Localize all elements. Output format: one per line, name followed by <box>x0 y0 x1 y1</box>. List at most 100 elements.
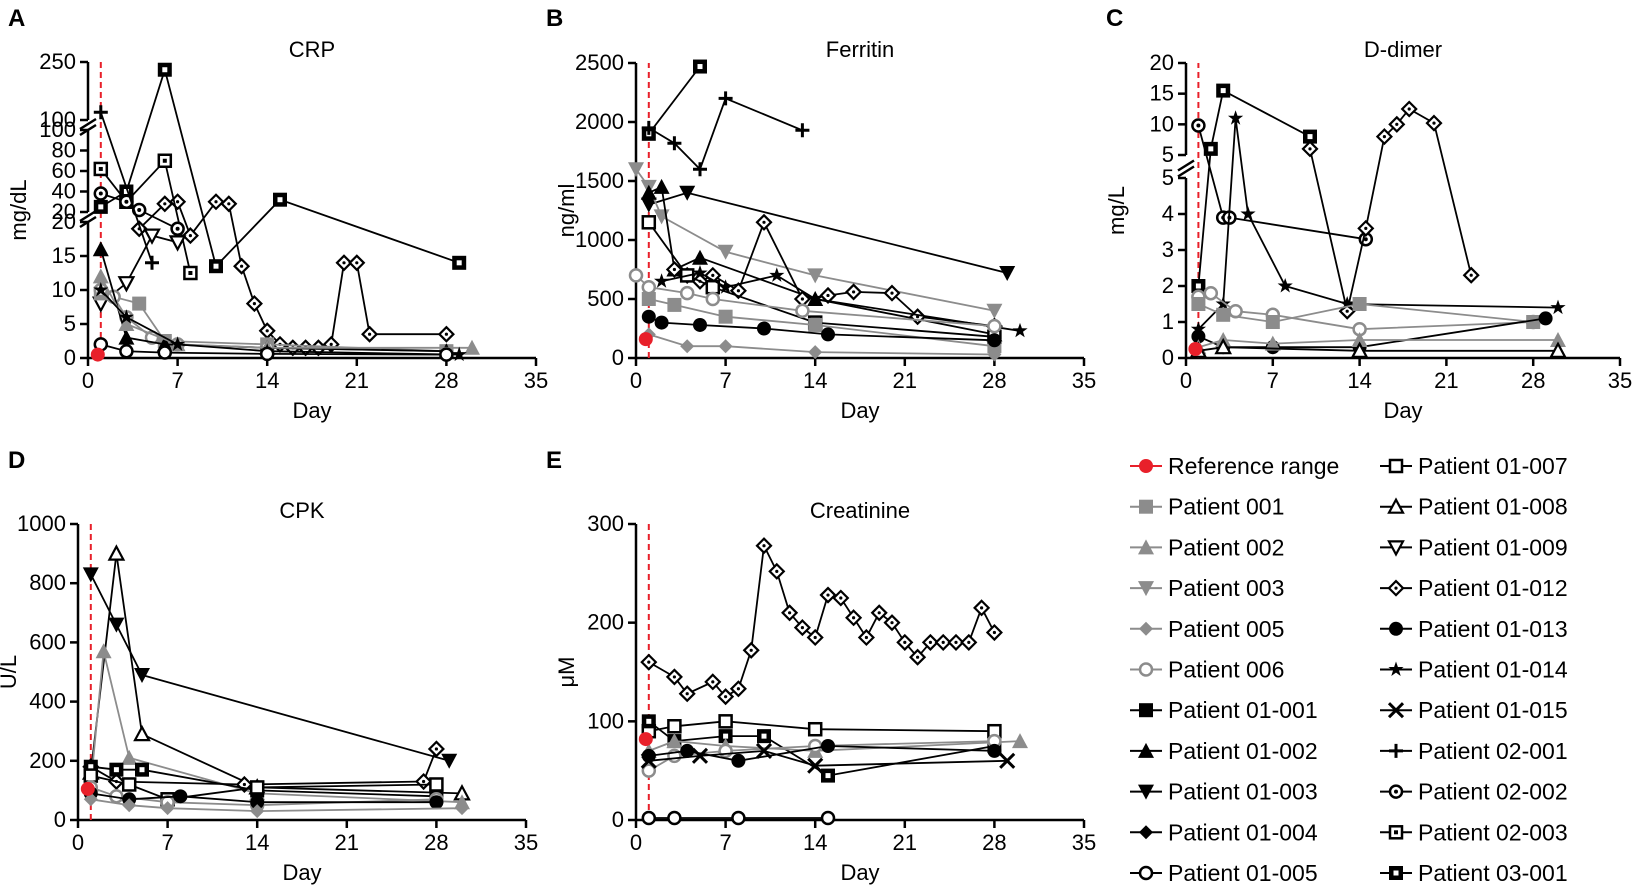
data-point <box>1345 309 1349 313</box>
series-patient-01-005 <box>641 810 836 826</box>
series-patient-001 <box>1191 297 1541 329</box>
data-point <box>93 282 109 297</box>
data-point <box>800 297 805 301</box>
data-point <box>992 630 997 635</box>
data-point <box>795 303 810 319</box>
data-point <box>1012 733 1028 749</box>
x-tick-label: 0 <box>72 830 84 855</box>
panel-letter: D <box>8 447 25 474</box>
data-point <box>641 810 657 826</box>
data-point <box>821 739 835 753</box>
legend-marker <box>1389 743 1403 758</box>
legend-label: Patient 02-001 <box>1418 738 1568 764</box>
data-point <box>175 226 180 231</box>
data-point <box>718 279 734 294</box>
x-tick-label: 28 <box>434 368 458 393</box>
data-point <box>95 643 112 659</box>
y-tick-label: 20 <box>1150 50 1174 75</box>
legend-entry: Patient 001 <box>1130 494 1284 520</box>
data-point <box>693 317 707 332</box>
y-tick-label: 100 <box>39 117 76 142</box>
data-point <box>1214 337 1233 355</box>
data-point <box>429 795 444 810</box>
data-point <box>173 789 188 804</box>
data-point <box>132 296 147 311</box>
series-patient-01-014 <box>1190 110 1566 336</box>
data-point <box>227 202 231 206</box>
legend-marker <box>1138 742 1154 758</box>
data-point <box>277 197 283 203</box>
data-point <box>134 667 150 683</box>
data-point <box>168 235 187 252</box>
legend-marker <box>1387 702 1405 719</box>
legend-entry: Patient 01-014 <box>1380 657 1568 683</box>
y-tick-label: 0 <box>54 807 66 832</box>
legend-label: Patient 01-014 <box>1418 657 1568 683</box>
data-point <box>240 264 244 268</box>
y-tick-label: 0 <box>612 345 624 370</box>
data-point <box>647 660 651 664</box>
y-tick-label: 2000 <box>575 109 624 134</box>
reference-point <box>1188 342 1203 356</box>
data-point <box>214 200 218 204</box>
data-point <box>641 763 657 778</box>
panel-d: D CPK Day U/L 0 7 14 21 28 35 0 200 400 600 800 1000 <box>0 447 538 885</box>
y-tick-label: 600 <box>29 629 66 654</box>
data-point <box>441 753 458 769</box>
x-tick-label: 35 <box>1072 368 1096 393</box>
data-point <box>628 268 644 283</box>
legend-marker <box>1139 459 1153 473</box>
legend-entry: Reference range <box>1130 453 1339 479</box>
panel-letter: A <box>8 5 25 32</box>
y-tick-label: 4 <box>1162 201 1174 226</box>
legend-entry: Patient 01-008 <box>1380 494 1568 520</box>
y-tick-label: 10 <box>1150 111 1174 136</box>
data-point <box>170 336 186 351</box>
data-point <box>986 303 1003 319</box>
legend-label: Patient 02-002 <box>1418 779 1568 805</box>
series-patient-01-007 <box>641 714 1002 739</box>
series-line <box>1197 118 1559 330</box>
legend-entry: Patient 01-004 <box>1130 819 1318 845</box>
y-axis-label: ng/ml <box>554 184 579 238</box>
reference-point <box>638 732 653 747</box>
data-point <box>640 197 657 213</box>
data-point <box>1407 107 1411 111</box>
chart-title: Ferritin <box>826 37 894 62</box>
data-point <box>162 158 167 163</box>
data-point <box>820 810 836 826</box>
legend-label: Patient 01-001 <box>1168 697 1318 723</box>
legend-label: Patient 005 <box>1168 616 1284 642</box>
legend-entry: Patient 006 <box>1130 657 1284 683</box>
data-point <box>1191 329 1206 344</box>
data-point <box>1196 123 1201 128</box>
data-point <box>1538 311 1553 326</box>
data-point <box>162 67 168 73</box>
legend-entry: Patient 005 <box>1130 616 1284 642</box>
data-point <box>987 347 1002 362</box>
x-tick-label: 28 <box>982 830 1006 855</box>
data-point <box>1012 322 1028 338</box>
data-point <box>249 780 265 795</box>
y-tick-label: 100 <box>587 708 624 733</box>
x-tick-label: 35 <box>1072 830 1096 855</box>
x-tick-label: 14 <box>245 830 269 855</box>
data-point <box>724 695 728 699</box>
data-point <box>788 611 792 615</box>
panel-letter: C <box>1106 5 1123 32</box>
data-point <box>666 733 683 749</box>
data-point <box>679 285 695 301</box>
legend-entry: Patient 002 <box>1130 534 1284 560</box>
series-line <box>648 542 996 698</box>
data-point <box>852 290 856 294</box>
data-point <box>250 795 265 810</box>
data-point <box>697 64 703 70</box>
data-point <box>890 621 894 625</box>
data-point <box>429 777 444 792</box>
series-patient-006 <box>628 268 1002 334</box>
data-point <box>999 266 1016 282</box>
data-point <box>98 191 103 196</box>
data-point <box>121 777 137 792</box>
data-point <box>1363 237 1368 242</box>
data-point <box>672 675 677 679</box>
